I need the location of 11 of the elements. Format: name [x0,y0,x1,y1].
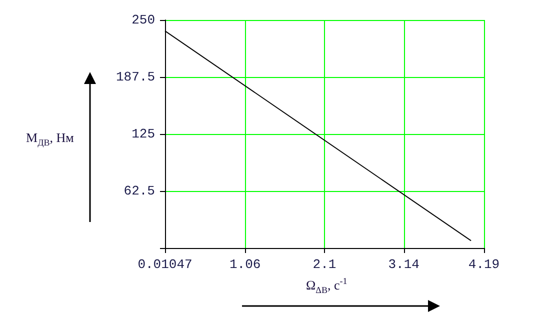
x-axis-title: Ω$_{ΔВ}$, c$^{-1}$ [306,276,348,295]
y-tick-label: 187.5 [116,70,155,84]
x-tick-label: 4.19 [468,257,500,272]
y-tick-label: 250 [132,12,155,28]
x-tick-label: 3.14 [388,257,420,272]
y-tick-label: 62.5 [124,184,155,198]
x-tick-label: 1.06 [229,257,261,272]
x-tick-label: 0.01047 [138,257,192,272]
y-axis-title: M$_{ДВ}$, Нм [26,130,74,148]
x-tick-label: 2.1 [312,257,336,272]
y-tick-label: 125 [132,126,155,142]
